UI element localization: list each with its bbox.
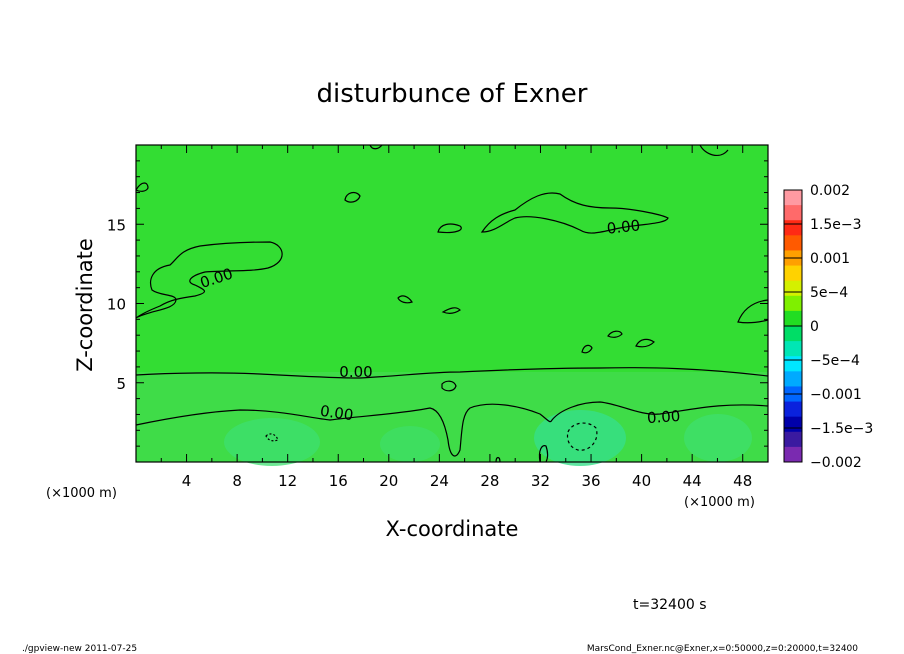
x-tick-label: 20 [379,472,398,490]
footer-right: MarsCond_Exner.nc@Exner,x=0:50000,z=0:20… [587,644,858,654]
y-tick-label: 5 [116,375,126,393]
x-tick-label: 28 [480,472,499,490]
y-axis: 5 10 15 [107,160,768,447]
colorbar-label: 0.002 [810,183,850,199]
y-tick-label: 10 [107,296,126,314]
colorbar-segment [784,371,802,387]
time-label: t=32400 s [633,597,707,613]
negative-blob [684,414,752,462]
colorbar-segment [784,416,802,433]
negative-blob [534,410,626,466]
contour-labels: 0.000.000.000.000.00 [198,216,681,427]
colorbar-segment [784,205,802,221]
x-unit-left: (×1000 m) [46,486,117,501]
colorbar-segment [784,356,802,372]
x-tick-label: 24 [430,472,449,490]
colorbar-label: −0.001 [810,387,862,403]
x-tick-label: 4 [182,472,192,490]
contour-label: 0.00 [339,363,372,381]
colorbar-segment [784,235,802,251]
colorbar-label: 0 [810,319,819,335]
colorbar-label: 1.5e−3 [810,217,862,233]
colorbar-segment [784,280,802,297]
contour-label: 0.00 [319,402,355,424]
colorbar-label: 5e−4 [810,285,848,301]
x-unit-right: (×1000 m) [684,495,755,510]
negative-blob [380,426,440,462]
contour-label: 0.00 [606,216,641,237]
colorbar-label: 0.001 [810,251,850,267]
contour-lines [135,144,769,463]
footer-left: ./gpview-new 2011-07-25 [22,644,137,654]
y-tick-label: 15 [107,216,126,234]
colorbar-label: −5e−4 [810,353,860,369]
x-tick-label: 12 [278,472,297,490]
colorbar-segment [784,310,802,327]
y-axis-title: Z-coordinate [73,238,97,372]
negative-blob [224,418,320,466]
colorbar-segment [784,220,802,236]
colorbar-segment [784,431,802,448]
x-tick-label: 16 [329,472,348,490]
colorbar-segment [784,190,802,206]
chart-title: disturbunce of Exner [317,79,588,109]
colorbar: 0.002 1.5e−3 0.001 5e−4 0 −5e−4 −0.001 −1.5e−3 −… [783,183,873,471]
colorbar-segment [784,265,802,282]
colorbar-segment [784,341,802,357]
x-tick-label: 44 [683,472,702,490]
x-tick-label: 8 [232,472,242,490]
colorbar-segment [784,295,802,312]
x-tick-label: 40 [632,472,651,490]
x-axis: 4 8 12 16 20 24 28 32 36 40 44 48 [160,145,752,490]
contour-label: 0.00 [646,407,681,427]
colorbar-segment [784,401,802,418]
colorbar-label: −1.5e−3 [810,421,873,437]
x-tick-label: 48 [733,472,752,490]
x-tick-label: 36 [581,472,600,490]
x-axis-title: X-coordinate [386,517,519,541]
x-tick-label: 32 [531,472,550,490]
colorbar-segment [784,446,802,463]
colorbar-label: −0.002 [810,455,862,471]
colorbar-segment [784,326,802,342]
